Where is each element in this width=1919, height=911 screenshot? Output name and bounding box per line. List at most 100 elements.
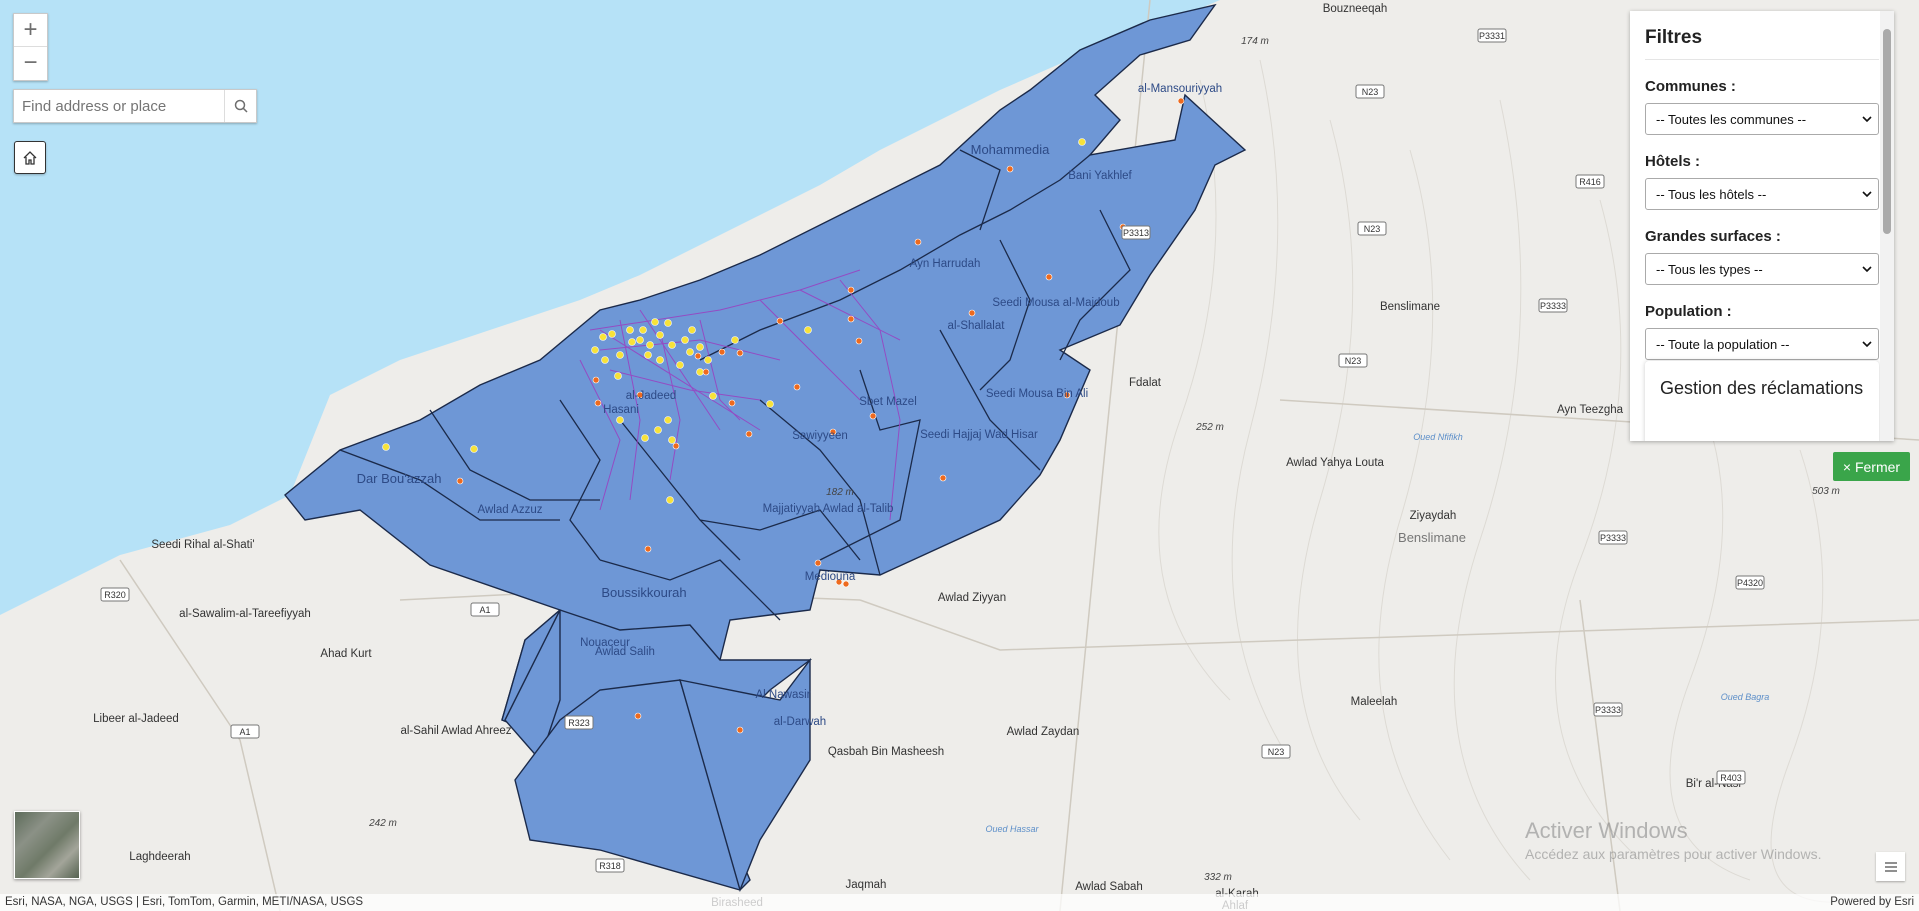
poi-marker[interactable] bbox=[636, 391, 644, 399]
poi-marker[interactable] bbox=[664, 319, 672, 327]
close-panel-button[interactable]: × Fermer bbox=[1833, 452, 1910, 481]
poi-marker[interactable] bbox=[804, 326, 812, 334]
poi-marker[interactable] bbox=[745, 430, 753, 438]
search-input[interactable] bbox=[14, 90, 224, 122]
road-shield bbox=[230, 724, 260, 739]
poi-marker[interactable] bbox=[728, 399, 736, 407]
place-label: Qasbah Bin Masheesh bbox=[828, 746, 944, 758]
poi-marker[interactable] bbox=[628, 338, 636, 346]
poi-marker[interactable] bbox=[614, 372, 622, 380]
poi-marker[interactable] bbox=[1177, 97, 1185, 105]
poi-marker[interactable] bbox=[793, 383, 801, 391]
poi-marker[interactable] bbox=[914, 238, 922, 246]
poi-marker[interactable] bbox=[704, 356, 712, 364]
poi-marker[interactable] bbox=[664, 416, 672, 424]
place-label: Benslimane bbox=[1380, 301, 1440, 313]
poi-marker[interactable] bbox=[688, 326, 696, 334]
poi-marker[interactable] bbox=[709, 392, 717, 400]
poi-marker[interactable] bbox=[676, 361, 684, 369]
poi-marker[interactable] bbox=[644, 351, 652, 359]
poi-marker[interactable] bbox=[639, 326, 647, 334]
road-shield-label: R320 bbox=[104, 590, 126, 600]
poi-marker[interactable] bbox=[644, 545, 652, 553]
poi-marker[interactable] bbox=[651, 318, 659, 326]
poi-marker[interactable] bbox=[616, 351, 624, 359]
poi-marker[interactable] bbox=[591, 346, 599, 354]
poi-marker[interactable] bbox=[968, 309, 976, 317]
poi-marker[interactable] bbox=[666, 496, 674, 504]
home-button[interactable] bbox=[14, 141, 46, 174]
commune-label: Nouaceur bbox=[580, 637, 630, 649]
poi-marker[interactable] bbox=[847, 315, 855, 323]
powered-by-link[interactable]: Powered by Esri bbox=[1830, 896, 1914, 908]
poi-marker[interactable] bbox=[702, 368, 710, 376]
filter-label-grandes-surfaces: Grandes surfaces : bbox=[1645, 228, 1781, 245]
poi-marker[interactable] bbox=[456, 477, 464, 485]
poi-marker[interactable] bbox=[842, 580, 850, 588]
poi-marker[interactable] bbox=[608, 330, 616, 338]
poi-marker[interactable] bbox=[634, 712, 642, 720]
poi-marker[interactable] bbox=[656, 356, 664, 364]
poi-marker[interactable] bbox=[869, 412, 877, 420]
poi-marker[interactable] bbox=[1078, 138, 1086, 146]
commune-label: Al Nawasir bbox=[756, 689, 811, 701]
poi-marker[interactable] bbox=[672, 442, 680, 450]
poi-marker[interactable] bbox=[835, 578, 843, 586]
poi-marker[interactable] bbox=[616, 416, 624, 424]
poi-marker[interactable] bbox=[847, 286, 855, 294]
poi-marker[interactable] bbox=[696, 343, 704, 351]
poi-marker[interactable] bbox=[731, 336, 739, 344]
poi-marker[interactable] bbox=[814, 559, 822, 567]
hotels-select-value: -- Tous les hôtels -- bbox=[1656, 186, 1767, 202]
poi-marker[interactable] bbox=[382, 443, 390, 451]
poi-marker[interactable] bbox=[939, 474, 947, 482]
place-label: Awlad Zaydan bbox=[1007, 726, 1080, 738]
poi-marker[interactable] bbox=[855, 337, 863, 345]
poi-marker[interactable] bbox=[626, 326, 634, 334]
poi-marker[interactable] bbox=[681, 336, 689, 344]
poi-marker[interactable] bbox=[646, 341, 654, 349]
poi-marker[interactable] bbox=[686, 348, 694, 356]
panel-scrollbar[interactable] bbox=[1880, 11, 1894, 441]
poi-marker[interactable] bbox=[694, 352, 702, 360]
scrollbar-thumb[interactable] bbox=[1883, 29, 1891, 234]
poi-marker[interactable] bbox=[736, 349, 744, 357]
poi-marker[interactable] bbox=[668, 436, 676, 444]
layer-list-button[interactable] bbox=[1876, 852, 1905, 881]
poi-marker[interactable] bbox=[601, 356, 609, 364]
poi-marker[interactable] bbox=[470, 445, 478, 453]
poi-marker[interactable] bbox=[718, 348, 726, 356]
poi-marker[interactable] bbox=[766, 400, 774, 408]
poi-marker[interactable] bbox=[696, 368, 704, 376]
poi-marker[interactable] bbox=[668, 341, 676, 349]
population-select[interactable]: -- Toute la population -- bbox=[1645, 328, 1879, 360]
windows-watermark: Activer Windows Accédez aux paramètres p… bbox=[1525, 818, 1821, 862]
zoom-in-button[interactable]: + bbox=[14, 14, 47, 47]
poi-marker[interactable] bbox=[1063, 391, 1071, 399]
search-button[interactable] bbox=[224, 90, 256, 122]
poi-marker[interactable] bbox=[1045, 273, 1053, 281]
home-icon bbox=[23, 150, 37, 165]
chevron-down-icon bbox=[1862, 341, 1872, 348]
grandes-surfaces-select[interactable]: -- Tous les types -- bbox=[1645, 253, 1879, 285]
poi-marker[interactable] bbox=[1006, 165, 1014, 173]
poi-marker[interactable] bbox=[599, 333, 607, 341]
poi-marker[interactable] bbox=[594, 399, 602, 407]
poi-marker[interactable] bbox=[776, 317, 784, 325]
road-shield-label: N23 bbox=[1362, 87, 1379, 97]
basemap-toggle[interactable] bbox=[14, 811, 80, 879]
poi-marker[interactable] bbox=[829, 428, 837, 436]
region-label: Benslimane bbox=[1398, 530, 1466, 545]
place-label: Maleelah bbox=[1351, 696, 1398, 708]
poi-marker[interactable] bbox=[641, 434, 649, 442]
communes-select[interactable]: -- Toutes les communes -- bbox=[1645, 103, 1879, 135]
poi-marker[interactable] bbox=[736, 726, 744, 734]
poi-marker[interactable] bbox=[654, 426, 662, 434]
poi-marker[interactable] bbox=[656, 331, 664, 339]
hotels-select[interactable]: -- Tous les hôtels -- bbox=[1645, 178, 1879, 210]
poi-marker[interactable] bbox=[592, 376, 600, 384]
zoom-out-button[interactable]: − bbox=[23, 49, 38, 76]
poi-marker[interactable] bbox=[636, 336, 644, 344]
place-label: Ahad Kurt bbox=[320, 648, 372, 660]
